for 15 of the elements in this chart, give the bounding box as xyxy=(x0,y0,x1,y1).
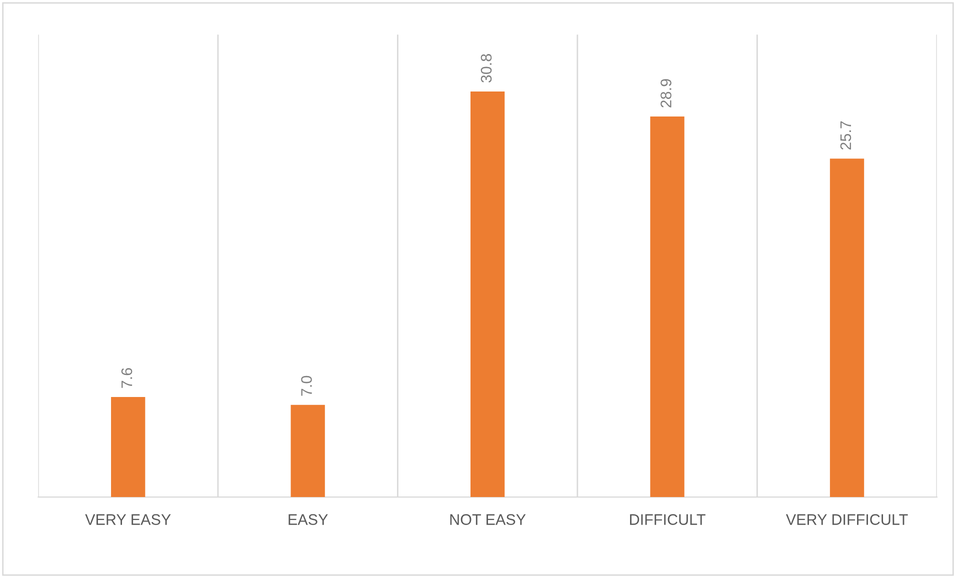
x-tick-label: NOT EASY xyxy=(450,514,526,525)
x-tick-label: VERY DIFFICULT xyxy=(786,514,908,525)
data-label: 30.8 xyxy=(480,54,492,83)
x-tick-label: VERY EASY xyxy=(85,514,171,525)
x-tick-label: DIFFICULT xyxy=(630,514,706,525)
data-label: 7.0 xyxy=(301,376,312,396)
bar xyxy=(830,158,864,498)
data-label: 28.9 xyxy=(660,79,672,108)
data-label: 7.6 xyxy=(121,368,132,388)
x-tick-label: EASY xyxy=(288,514,328,525)
data-label: 25.7 xyxy=(840,121,852,150)
bar xyxy=(470,91,505,498)
bar xyxy=(650,116,684,498)
bar xyxy=(111,396,146,498)
bar xyxy=(290,404,325,498)
